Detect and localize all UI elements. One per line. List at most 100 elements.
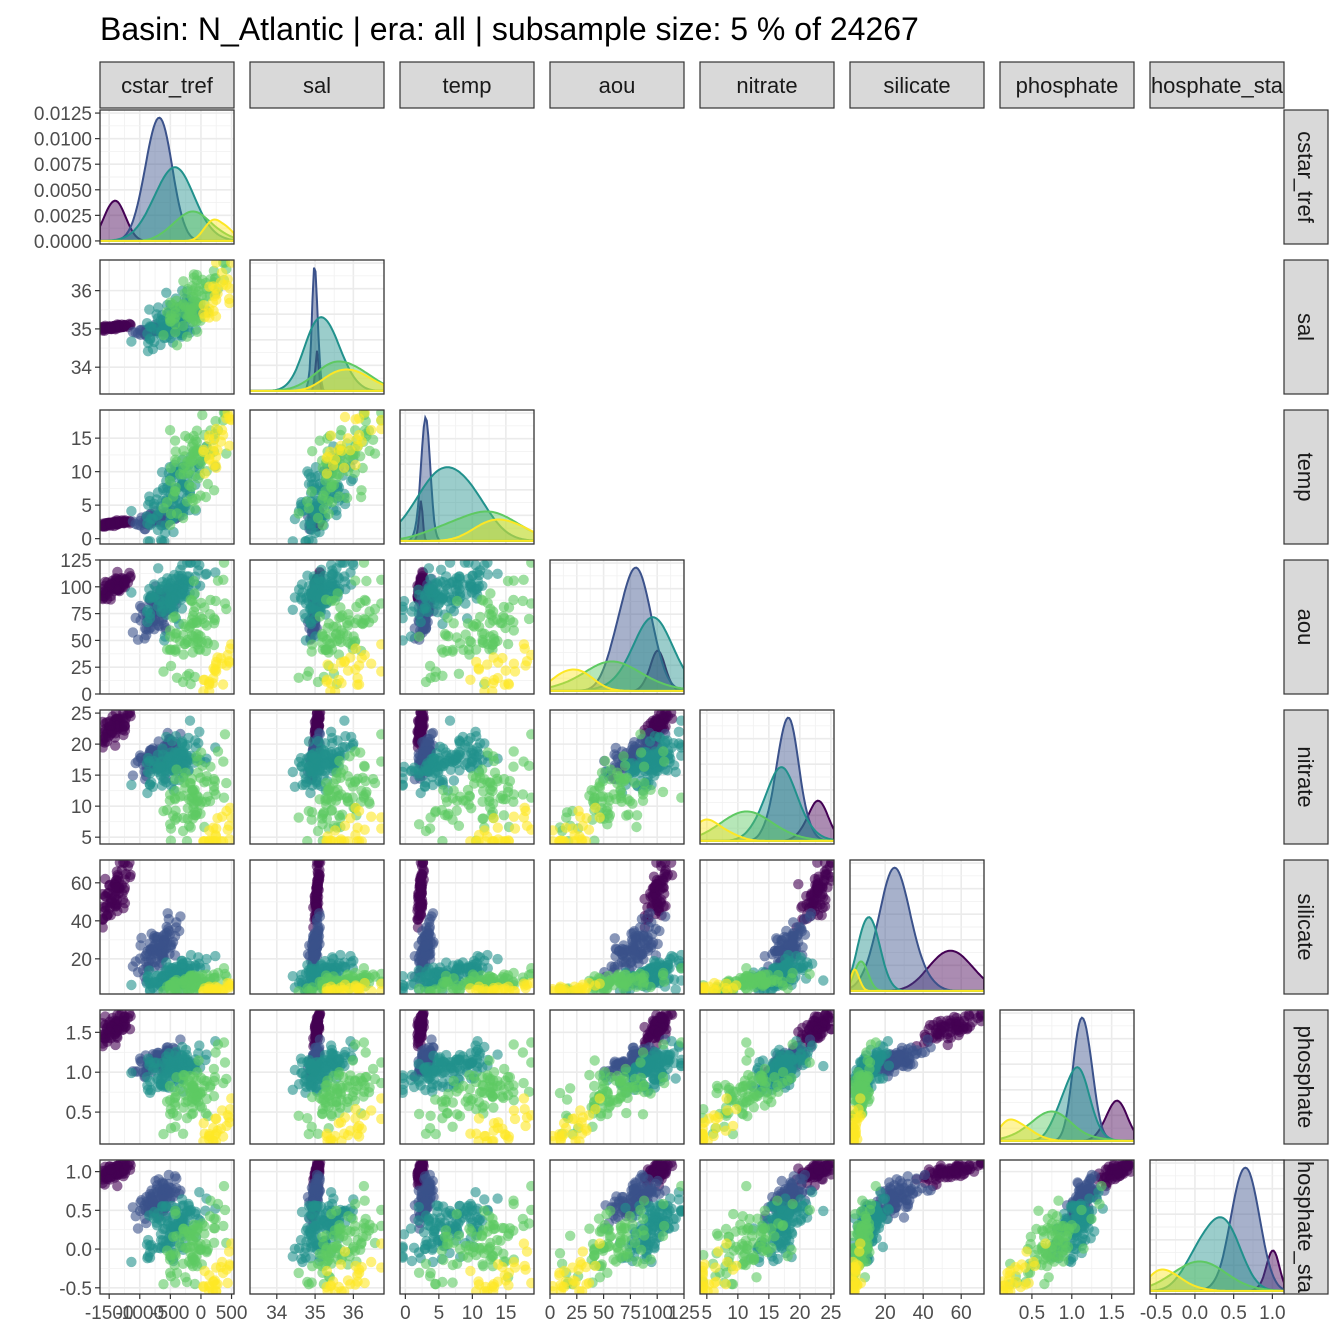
strip-top-label: aou [599,73,636,98]
strip-right-label: temp [1293,453,1318,502]
scatter-point [447,793,458,804]
scatter-point [639,777,650,789]
scatter-point [105,909,117,921]
scatter-point [500,665,511,676]
scatter-point [144,779,155,790]
panel-grid-lines [100,110,234,244]
scatter-point [303,666,314,677]
scatter-point [142,346,154,357]
scatter-point [519,643,530,654]
scatter-point [356,485,367,496]
scatter-point [499,679,510,690]
scatter-point [178,649,189,660]
scatter-point [334,810,345,821]
panel-marks [100,710,234,844]
scatter-point [329,825,341,836]
scatter-point [482,963,493,974]
scatter-point [152,524,164,536]
scatter-point [318,808,329,819]
scatter-point [210,789,221,800]
scatter-point [637,789,649,800]
scatter-point [342,620,354,631]
scatter-point [550,836,558,844]
scatter-point [168,966,179,978]
strip-right-bg [1283,259,1329,395]
scatter-point [154,939,165,950]
panel-border [99,409,235,545]
scatter-point [306,814,317,825]
scatter-point [125,869,136,880]
scatter-point [405,631,417,642]
scatter-point [164,297,176,308]
strip-right-phosphate: phosphate [1283,1009,1329,1145]
scatter-point [150,956,161,968]
strip-top-phosphate: phosphate [999,61,1135,109]
scatter-point [676,715,684,726]
panel-aou-vs-temp [399,559,535,695]
scatter-point [178,772,189,783]
scatter-point [437,835,448,844]
scatter-point [219,729,231,740]
strip-top-bg [249,61,385,109]
scatter-point [313,736,324,747]
scatter-point [158,503,169,514]
panel-nitrate-vs-aou [549,709,685,845]
scatter-point [135,940,146,951]
scatter-point [417,869,428,880]
strip-top-bg [849,61,985,109]
density-curve [100,166,234,242]
scatter-point [176,963,187,974]
scatter-point [423,583,435,595]
scatter-point [364,798,375,809]
scatter-point [638,761,650,772]
scatter-point [423,759,435,770]
scatter-point [619,760,631,771]
scatter-point [112,566,123,578]
scatter-point [448,755,460,767]
panel-marks [100,410,234,544]
scatter-point [364,445,375,457]
scatter-point [303,534,314,544]
scatter-point [188,269,200,280]
panel-border [99,709,235,845]
panel-grid: cstar_tref sal temp aou nitrate silicate phosp… [34,61,1329,1324]
panel-marks [287,860,384,994]
scatter-point [419,601,431,612]
scatter-point [430,666,441,677]
scatter-point [337,560,348,568]
strip-top-label: nitrate [736,73,797,98]
scatter-point [171,672,183,683]
scatter-point [484,792,495,803]
scatter-point [467,771,478,782]
scatter-point [195,747,207,758]
panel-silicate-vs-sal [249,859,385,995]
strip-top-aou: aou [549,61,685,109]
scatter-point [215,436,227,447]
scatter-point [144,495,155,507]
scatter-point [219,598,231,609]
scatter-point [186,595,197,607]
scatter-point [321,468,333,479]
panel-temp-vs-cstar_tref [99,409,235,545]
scatter-point [485,588,496,599]
scatter-point [492,822,503,833]
scatter-point [212,746,224,757]
scatter-point [193,286,204,297]
scatter-point [188,631,199,642]
scatter-point [169,569,180,581]
density-curve [250,368,384,392]
panel-sal-vs-cstar_tref [99,259,235,395]
scatter-point [163,583,174,595]
scatter-point [199,674,210,685]
scatter-point [170,446,181,457]
scatter-point [307,807,318,818]
scatter-point [482,949,493,961]
strip-top-nitrate: nitrate [699,61,835,109]
strip-top-bg [1149,61,1285,109]
scatter-point [488,813,499,824]
scatter-point [302,835,313,844]
scatter-point [296,969,307,980]
scatter-point [508,811,520,822]
scatter-point [287,971,298,982]
panel-marks [400,860,534,994]
